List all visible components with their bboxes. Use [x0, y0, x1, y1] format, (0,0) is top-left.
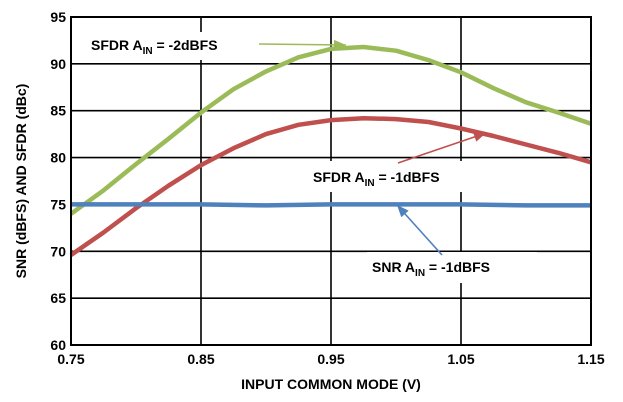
y-tick-label: 95: [50, 9, 66, 25]
annotation-label: SNR AIN = -1dBFS: [372, 259, 490, 279]
y-axis-title: SNR (dBFS) AND SFDR (dBc): [13, 84, 29, 279]
y-tick-label: 70: [50, 243, 66, 259]
arrowhead: [333, 39, 346, 50]
annotation-2: SNR AIN = -1dBFS: [367, 204, 537, 283]
data-series: [69, 44, 592, 257]
series-line-2: [71, 202, 591, 208]
y-tick-label: 80: [50, 150, 66, 166]
annotation-1: SFDR AIN = -1dBFS: [307, 132, 487, 192]
annotation-0: SFDR AIN = -2dBFS: [87, 32, 347, 60]
x-tick-label: 1.15: [577, 351, 604, 367]
arrowhead: [397, 205, 409, 218]
annotation-box: [87, 32, 257, 60]
y-tick-labels: 60 65 70 75 80 85 90 95: [50, 9, 66, 353]
annotation-arrow: [258, 43, 347, 46]
y-tick-label: 75: [50, 196, 66, 212]
series-line-1: [69, 115, 592, 257]
y-tick-label: 65: [50, 290, 66, 306]
plot-frame: [70, 16, 592, 346]
x-axis-title: INPUT COMMON MODE (V): [241, 376, 421, 392]
annotation-box: [307, 161, 479, 192]
y-tick-label: 85: [50, 103, 66, 119]
arrowhead: [473, 132, 486, 142]
x-tick-label: 0.85: [187, 351, 214, 367]
annotation-label: SFDR AIN = -1dBFS: [313, 169, 440, 189]
x-tick-label: 0.75: [57, 351, 84, 367]
annotation-label: SFDR AIN = -2dBFS: [91, 37, 218, 57]
y-tick-label: 90: [50, 56, 66, 72]
y-tick-label: 60: [50, 337, 66, 353]
x-tick-label: 0.95: [317, 351, 344, 367]
annotation-box: [367, 252, 537, 283]
annotations: SFDR AIN = -2dBFS SFDR AIN = -1dBFS SNR AI…: [87, 32, 537, 283]
x-tick-label: 1.05: [447, 351, 474, 367]
series-line-0: [69, 44, 592, 216]
annotation-arrow: [397, 132, 487, 164]
x-tick-labels: 0.75 0.85 0.95 1.05 1.15: [57, 351, 604, 367]
